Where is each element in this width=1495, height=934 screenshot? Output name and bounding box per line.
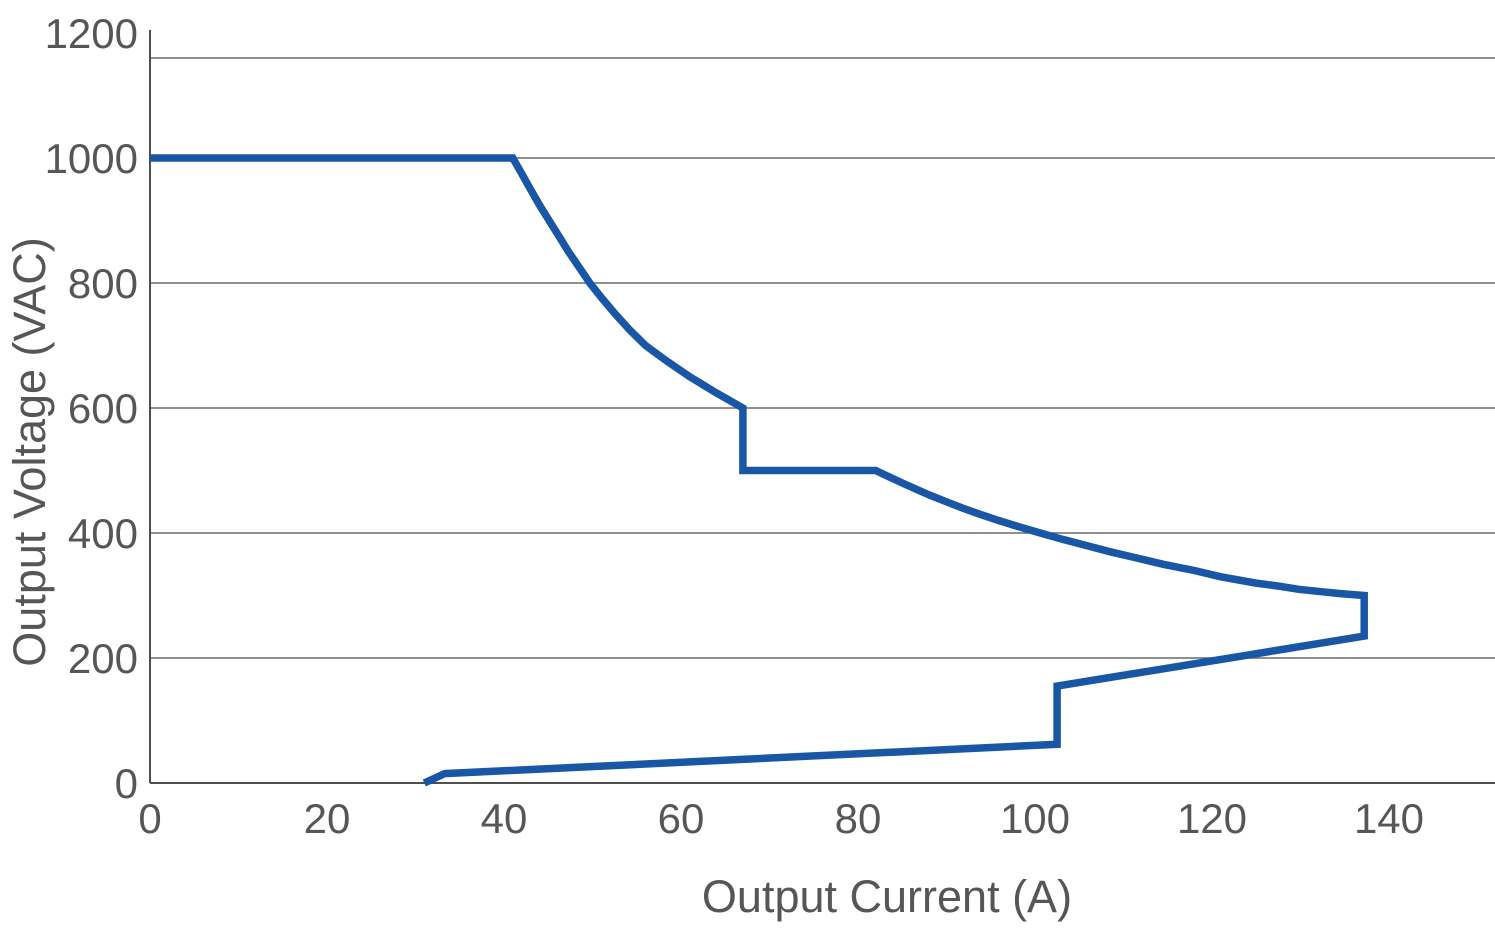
y-tick-label-400: 400	[68, 510, 138, 557]
x-tick-label-120: 120	[1177, 795, 1247, 842]
y-tick-label-800: 800	[68, 260, 138, 307]
x-tick-label-140: 140	[1354, 795, 1424, 842]
y-tick-label-1000: 1000	[45, 135, 138, 182]
x-axis-title: Output Current (A)	[701, 871, 1073, 922]
x-tick-label-0: 0	[138, 795, 161, 842]
y-tick-label-1200: 1200	[45, 10, 138, 57]
x-tick-label-20: 20	[304, 795, 351, 842]
y-axis-title: Output Voltage (VAC)	[4, 237, 55, 667]
output-operating-envelope-line	[150, 154, 1368, 787]
x-tick-label-100: 100	[1000, 795, 1070, 842]
x-tick-label-40: 40	[481, 795, 528, 842]
x-tick-label-60: 60	[658, 795, 705, 842]
y-tick-label-200: 200	[68, 635, 138, 682]
x-tick-label-80: 80	[835, 795, 882, 842]
y-tick-label-600: 600	[68, 385, 138, 432]
y-tick-label-0: 0	[115, 760, 138, 807]
